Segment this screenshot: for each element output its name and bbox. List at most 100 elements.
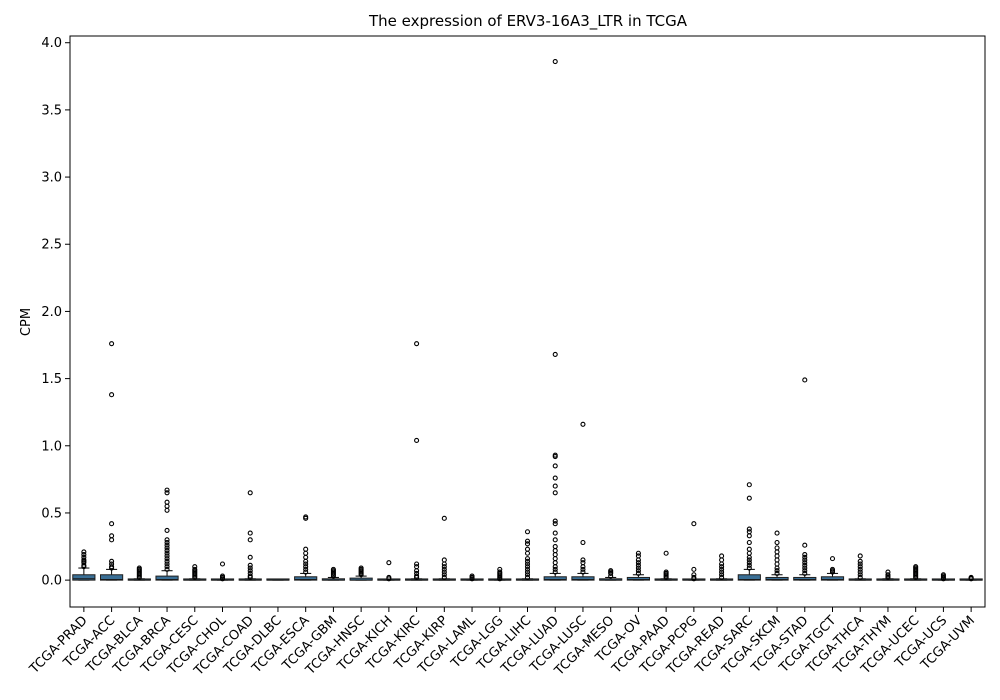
x-axis: TCGA-PRADTCGA-ACCTCGA-BLCATCGA-BRCATCGA-… <box>26 607 978 679</box>
y-tick-label: 4.0 <box>41 36 62 51</box>
outlier-point <box>441 569 447 575</box>
box-tcga-kirc <box>405 341 429 581</box>
outlier-point <box>857 553 863 559</box>
plot-frame <box>69 35 986 608</box>
outlier-point <box>746 565 752 571</box>
box-tcga-acc <box>100 341 124 581</box>
outlier-point <box>635 562 641 568</box>
outlier-point <box>691 574 697 580</box>
box-tcga-chol <box>210 561 235 582</box>
outlier-point <box>358 565 364 571</box>
outlier-point <box>136 565 142 571</box>
chart-title: The expression of ERV3-16A3_LTR in TCGA <box>368 12 688 31</box>
box-tcga-ucs <box>931 572 955 582</box>
box-tcga-brca <box>155 487 179 581</box>
outlier-point <box>691 521 697 527</box>
outlier-point <box>802 565 808 571</box>
outlier-point <box>219 561 226 567</box>
outlier-point <box>746 550 752 556</box>
outlier-point <box>746 557 752 563</box>
box-tcga-tgct <box>820 556 845 581</box>
outlier-point <box>552 452 558 458</box>
outlier-point <box>552 569 558 575</box>
outlier-point <box>81 557 87 563</box>
outlier-point <box>580 557 586 563</box>
y-axis-label: CPM <box>19 308 34 336</box>
outlier-point <box>802 562 808 568</box>
outlier-point <box>552 552 558 558</box>
y-tick-label: 1.0 <box>41 439 62 454</box>
outlier-point <box>857 558 863 564</box>
outlier-point <box>552 483 558 489</box>
outlier-point <box>552 560 558 566</box>
outlier-point <box>857 569 863 575</box>
outlier-point <box>857 566 863 572</box>
box-tcga-dlbc <box>266 578 290 581</box>
outlier-point <box>746 526 752 532</box>
outlier-point <box>719 572 725 578</box>
outlier-point <box>414 573 420 579</box>
outlier-point <box>746 562 752 568</box>
y-axis: 0.0 0.5 1.0 1.5 2.0 2.5 3.0 3.5 4.0 <box>41 36 70 589</box>
outlier-point <box>524 561 531 567</box>
outlier-point <box>580 560 586 566</box>
outlier-point <box>303 564 309 570</box>
box-tcga-lgg <box>488 566 512 582</box>
outlier-point <box>524 572 531 578</box>
outlier-point <box>164 558 170 564</box>
box-tcga-meso <box>599 568 623 581</box>
box-iqr <box>294 576 318 581</box>
outlier-point <box>635 568 641 574</box>
outlier-point <box>247 554 253 560</box>
box-tcga-luad <box>543 58 567 581</box>
outlier-point <box>802 570 808 576</box>
outlier-point <box>164 490 170 496</box>
outlier-point <box>414 570 420 576</box>
box-tcga-paad <box>654 550 678 581</box>
outlier-point <box>164 548 170 554</box>
outlier-point <box>885 569 891 575</box>
outlier-point <box>608 568 614 574</box>
outlier-point <box>552 556 558 562</box>
outlier-point <box>164 553 170 559</box>
outlier-point <box>802 560 808 566</box>
outlier-point <box>857 561 863 567</box>
outlier-point <box>81 554 87 560</box>
outlier-point <box>719 564 725 570</box>
outlier-point <box>192 566 198 572</box>
outlier-point <box>524 538 531 544</box>
outlier-point <box>164 499 170 505</box>
outlier-point <box>247 530 253 536</box>
box-tcga-laml <box>460 573 484 582</box>
outlier-point <box>164 556 170 562</box>
outlier-point <box>719 553 725 559</box>
outlier-point <box>330 566 336 572</box>
outlier-point <box>497 566 503 572</box>
outlier-point <box>552 548 558 554</box>
box-tcga-read <box>710 553 734 581</box>
outlier-point <box>663 550 669 556</box>
box-tcga-ucec <box>904 564 928 581</box>
outlier-point <box>552 58 558 65</box>
box-tcga-pcpg <box>682 521 706 582</box>
outlier-point <box>663 569 669 575</box>
outlier-point <box>164 550 170 556</box>
outlier-point <box>524 529 531 535</box>
outlier-point <box>497 569 503 575</box>
box-tcga-coad <box>238 490 262 581</box>
outlier-point <box>303 566 309 572</box>
outlier-point <box>247 568 253 574</box>
outlier-point <box>441 515 447 521</box>
outlier-point <box>441 557 447 563</box>
outlier-point <box>524 569 531 575</box>
box-iqr <box>820 576 845 581</box>
outlier-point <box>691 572 697 578</box>
outlier-point <box>635 570 641 576</box>
outlier-point <box>247 562 253 568</box>
outlier-point <box>719 569 725 575</box>
outlier-point <box>247 573 253 579</box>
outlier-point <box>719 566 725 572</box>
outlier-point <box>109 533 115 539</box>
box-tcga-prad <box>72 549 96 581</box>
